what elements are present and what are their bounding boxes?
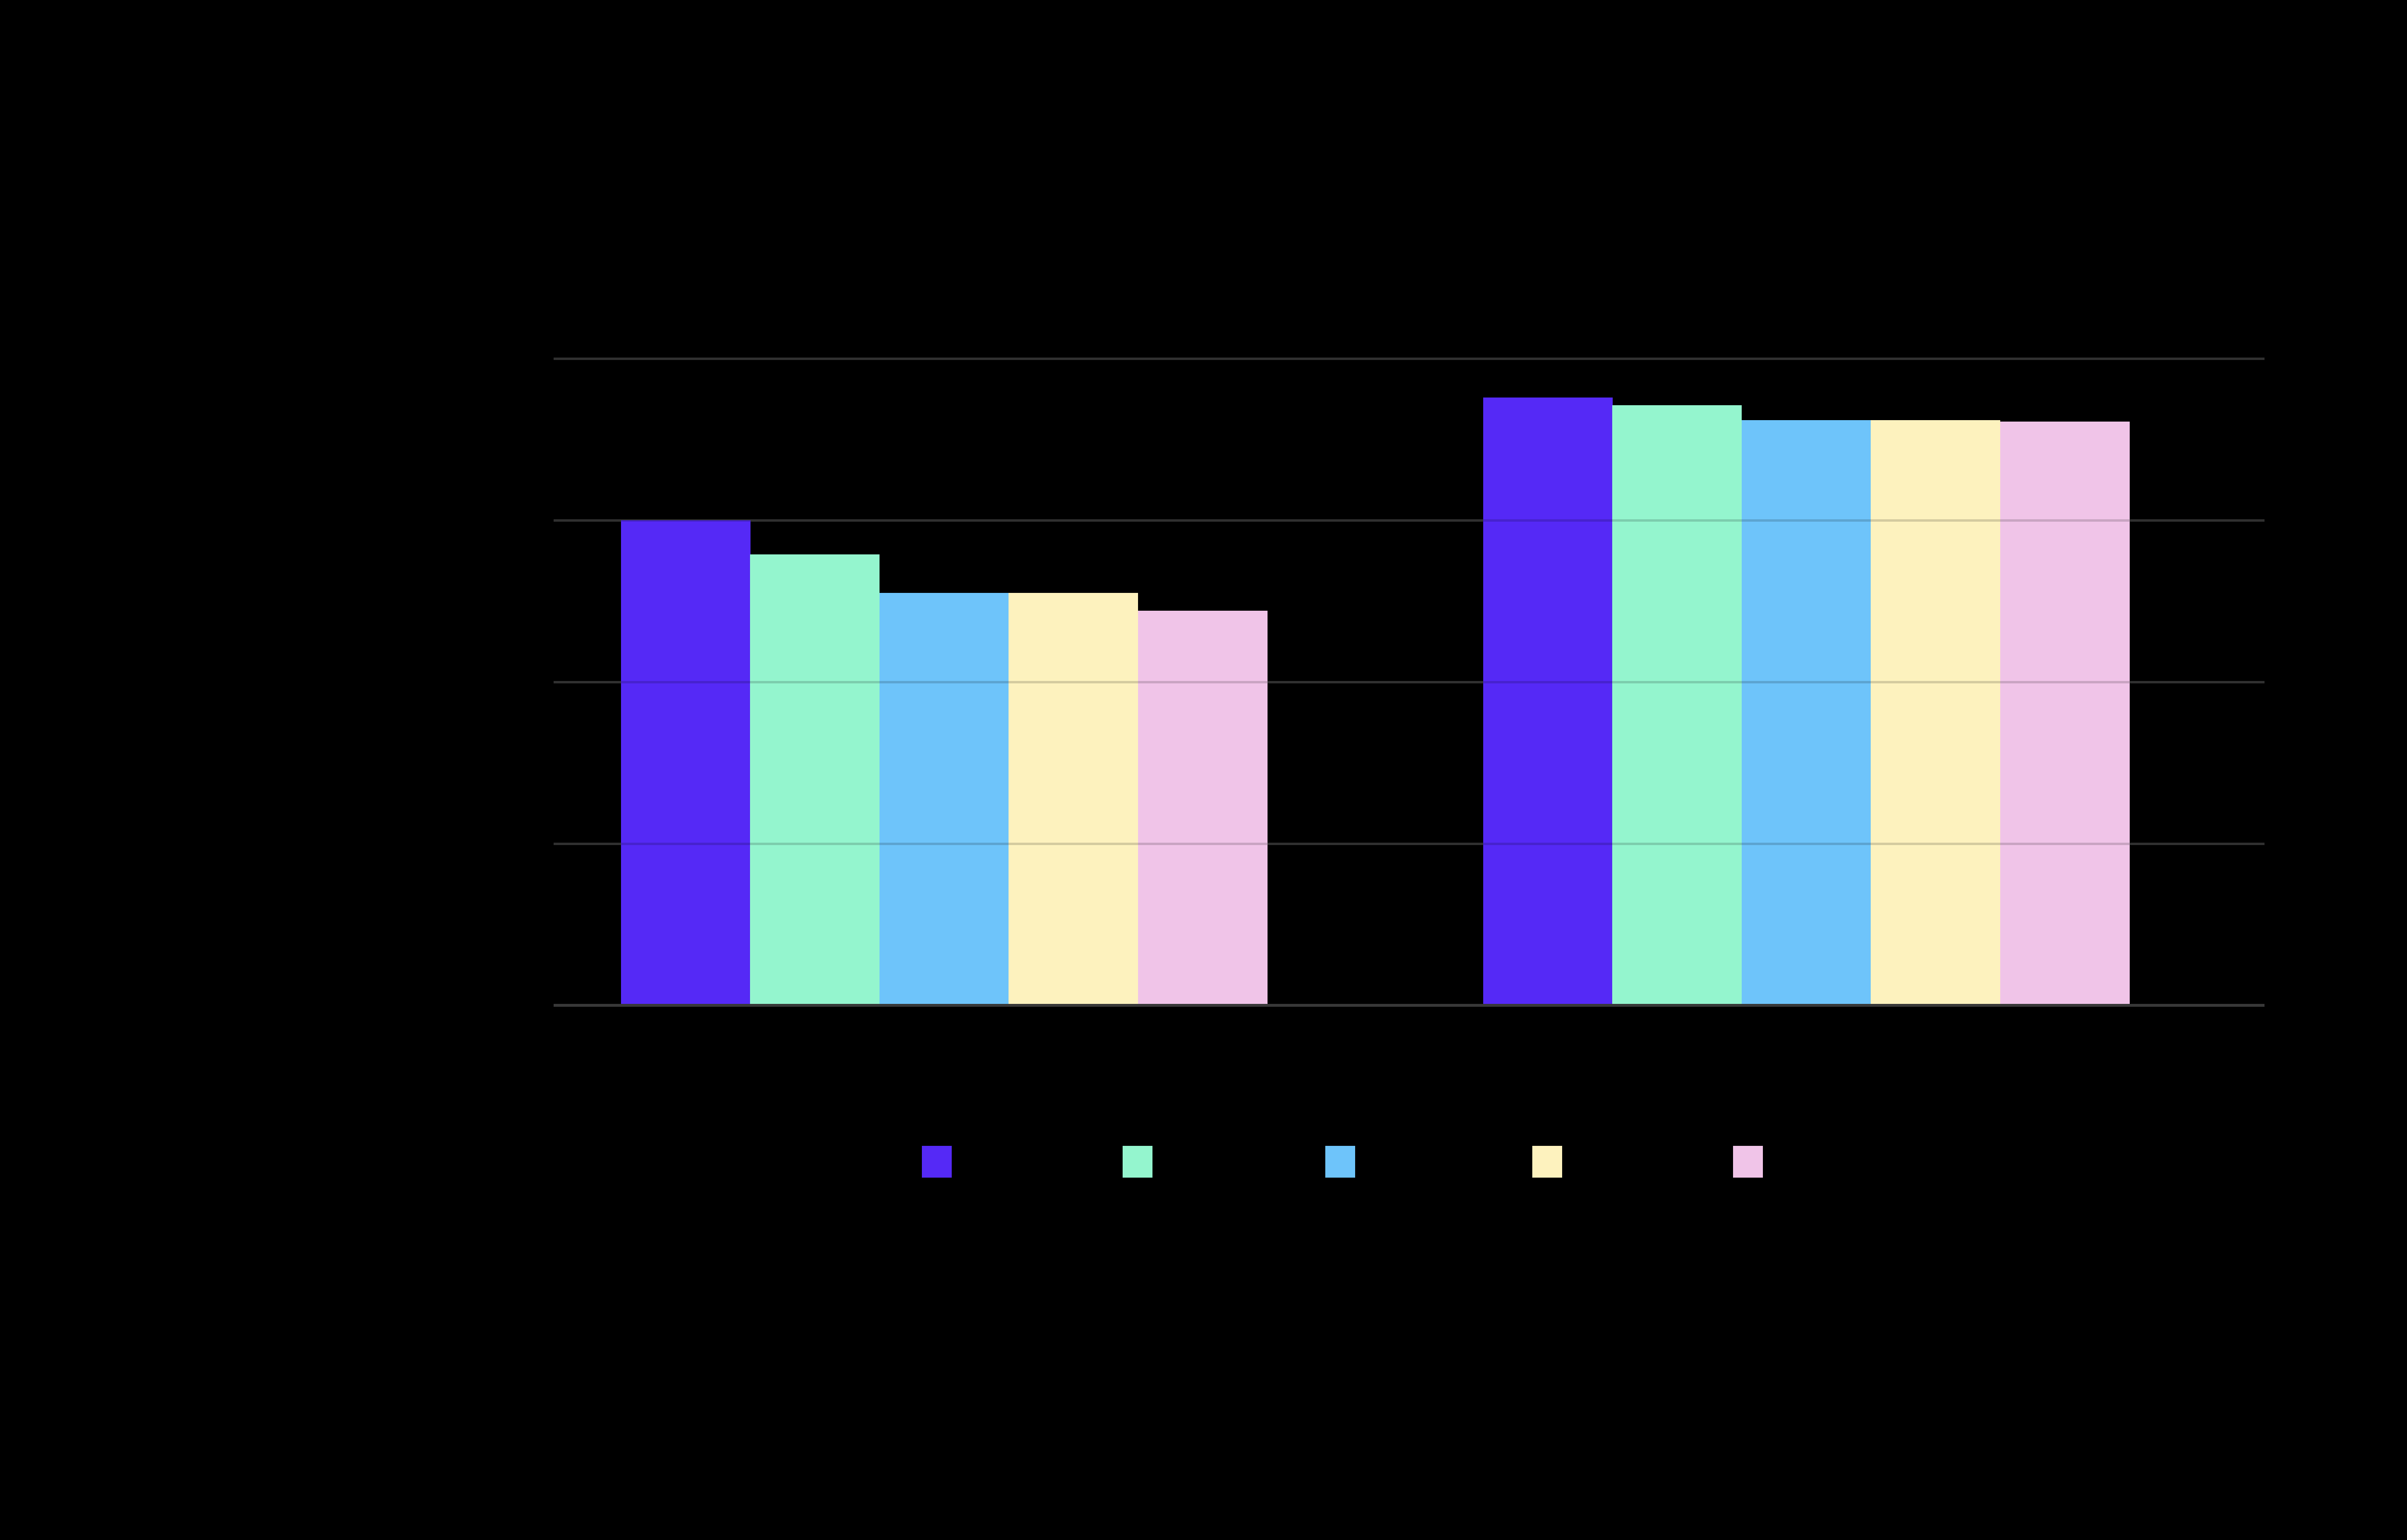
gridline: [554, 843, 2265, 845]
x-axis-line: [554, 1004, 2265, 1007]
gridline: [554, 358, 2265, 360]
bar: [1741, 420, 1871, 1005]
plot-area: [554, 358, 2265, 1007]
gridline-overlay: [554, 681, 2265, 683]
legend: [0, 1146, 2407, 1178]
bar: [1871, 420, 2001, 1005]
bar: [1483, 397, 1613, 1005]
legend-swatch: [1532, 1146, 1562, 1178]
gridline-overlay: [554, 358, 2265, 360]
gridline-overlay: [554, 519, 2265, 522]
bar: [1009, 593, 1139, 1005]
bar: [879, 593, 1009, 1005]
legend-swatch: [1733, 1146, 1763, 1178]
bar: [621, 520, 751, 1005]
gridline: [554, 519, 2265, 522]
bar: [1612, 405, 1742, 1005]
gridline: [554, 681, 2265, 683]
bar: [1138, 611, 1268, 1005]
legend-swatch: [922, 1146, 952, 1178]
legend-swatch: [1123, 1146, 1152, 1178]
bar: [750, 554, 880, 1005]
bar: [2000, 422, 2130, 1005]
legend-swatch: [1325, 1146, 1355, 1178]
gridline-overlay: [554, 843, 2265, 845]
